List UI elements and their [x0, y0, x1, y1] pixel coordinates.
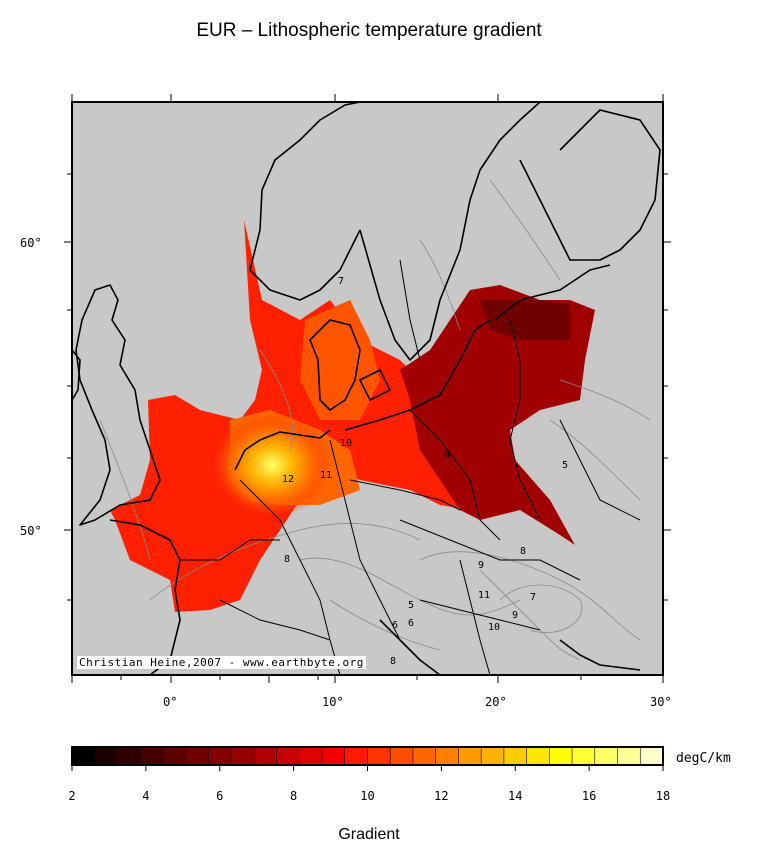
colorbar-tick-label: 14: [508, 789, 522, 803]
colorbar-swatch: [571, 746, 596, 766]
colorbar-swatch: [321, 746, 346, 766]
colorbar-swatch: [412, 746, 437, 766]
gradient-field-east-dark: [480, 300, 570, 340]
colorbar-swatch: [185, 746, 210, 766]
axis-labels: 0° 10° 20° 30° 60° 50°: [20, 236, 672, 709]
colorbar-tick-label: 16: [582, 789, 596, 803]
coastlines: [72, 102, 661, 675]
contour-label: 11: [320, 470, 332, 481]
contour-label: 7: [338, 276, 344, 287]
contour-label: 6: [408, 618, 414, 629]
colorbar-tick-label: 2: [68, 789, 75, 803]
borders: [180, 259, 641, 675]
colorbar-swatch: [480, 746, 505, 766]
lat-tick-label: 60°: [20, 236, 42, 250]
colorbar-swatch: [503, 746, 528, 766]
colorbar-swatch: [389, 746, 414, 766]
colorbar-swatch: [117, 746, 141, 766]
colorbar-swatch: [94, 746, 119, 766]
colorbar-swatch: [299, 746, 323, 766]
colorbar: [71, 746, 664, 766]
colorbar-tick-label: 4: [142, 789, 149, 803]
contour-label: 8: [520, 546, 526, 557]
colorbar-swatch: [367, 746, 392, 766]
contour-label: 6: [392, 620, 398, 631]
map-frame: [71, 101, 664, 676]
contour-label: 10: [340, 438, 352, 449]
tick-marks: [64, 94, 671, 683]
lat-tick-label: 50°: [20, 524, 42, 538]
colorbar-swatch: [71, 746, 96, 766]
gradient-field-east: [400, 285, 595, 545]
lon-tick-label: 10°: [322, 695, 344, 709]
contour-label: 9: [444, 450, 450, 461]
colorbar-swatch: [162, 746, 187, 766]
lon-tick-label: 0°: [163, 695, 177, 709]
contour-label: 8: [390, 656, 396, 667]
colorbar-swatch: [639, 746, 664, 766]
colorbar-label: Gradient: [338, 826, 400, 843]
contour-label: 5: [408, 600, 414, 611]
contour-label: 11: [478, 590, 490, 601]
map-panel: 7 8 9 10 11 12 5 6 8 9 10 11 7 9 5 6 8: [72, 102, 663, 675]
contour-label: 10: [488, 622, 500, 633]
hotspot: [212, 413, 332, 517]
colorbar-ticks: 2 4 6 8 10 12 14 16 18: [68, 765, 670, 803]
contour-label: 12: [282, 474, 294, 485]
contour-label: 8: [284, 554, 290, 565]
contour-label: 7: [530, 592, 536, 603]
colorbar-swatch: [594, 746, 619, 766]
lon-tick-label: 30°: [650, 695, 672, 709]
lon-tick-label: 20°: [485, 695, 507, 709]
contour-label: 9: [512, 610, 518, 621]
colorbar-tick-label: 6: [216, 789, 223, 803]
colorbar-swatch: [458, 746, 482, 766]
colorbar-swatch: [617, 746, 642, 766]
colorbar-tick-label: 8: [290, 789, 297, 803]
map-title: EUR – Lithospheric temperature gradient: [196, 20, 542, 41]
credit-text: Christian Heine,2007 - www.earthbyte.org: [77, 656, 366, 669]
colorbar-swatch: [549, 746, 573, 766]
colorbar-swatch: [526, 746, 551, 766]
contour-label: 9: [478, 560, 484, 571]
colorbar-swatch: [253, 746, 278, 766]
colorbar-tick-label: 10: [360, 789, 374, 803]
colorbar-swatch: [435, 746, 460, 766]
contour-label-group: 7 8 9 10 11 12 5 6 8 9 10 11 7 9 5 6 8: [282, 276, 568, 667]
colorbar-swatch: [139, 746, 164, 766]
colorbar-unit: degC/km: [676, 751, 731, 766]
colorbar-tick-label: 18: [656, 789, 670, 803]
colorbar-tick-label: 12: [434, 789, 448, 803]
colorbar-swatch: [276, 746, 301, 766]
contour-label: 5: [562, 460, 568, 471]
colorbar-swatch: [208, 746, 232, 766]
colorbar-swatch: [344, 746, 369, 766]
contour-lines: [99, 179, 651, 661]
colorbar-swatch: [230, 746, 255, 766]
